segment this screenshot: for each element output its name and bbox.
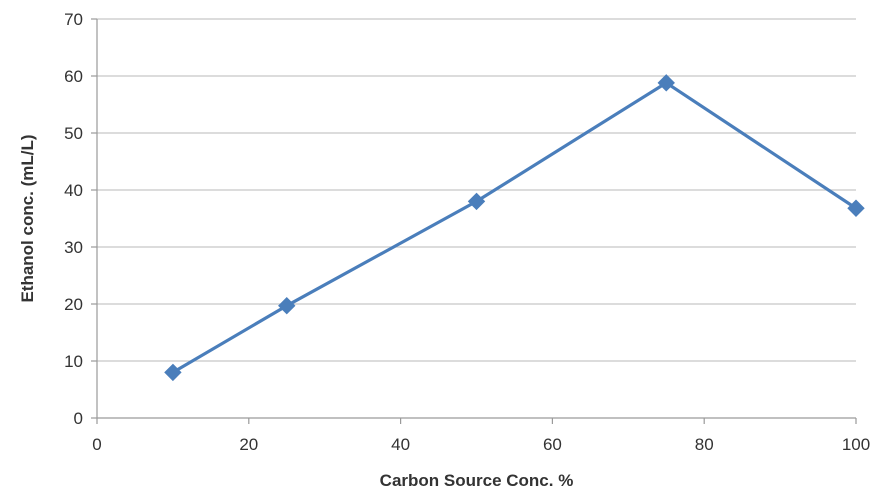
gridlines: [97, 18, 856, 362]
series-0-line: [171, 81, 858, 374]
y-tick-label-50: 50: [64, 124, 83, 143]
x-tick-label-100: 100: [842, 435, 870, 454]
y-tick-label-20: 20: [64, 295, 83, 314]
x-tick-label-60: 60: [543, 435, 562, 454]
x-axis-title: Carbon Source Conc. %: [380, 471, 574, 490]
y-axis-title: Ethanol conc. (mL/L): [18, 134, 37, 302]
y-tick-label-70: 70: [64, 10, 83, 29]
axes: [91, 18, 857, 424]
data-point-4: [847, 199, 865, 217]
y-tick-label-0: 0: [74, 409, 83, 428]
data-point-3: [657, 74, 675, 92]
y-tick-label-30: 30: [64, 238, 83, 257]
tick-labels: 0 10 20 30 40 50 60 70 0 20 40 60 80 100: [64, 10, 870, 454]
series: [164, 74, 865, 382]
data-point-1: [278, 297, 296, 315]
x-tick-label-80: 80: [695, 435, 714, 454]
x-tick-label-40: 40: [391, 435, 410, 454]
y-tick-label-60: 60: [64, 67, 83, 86]
x-tick-label-20: 20: [239, 435, 258, 454]
y-tick-label-10: 10: [64, 352, 83, 371]
x-tick-label-0: 0: [92, 435, 101, 454]
data-point-2: [467, 192, 486, 211]
data-point-0: [164, 363, 182, 382]
y-tick-label-40: 40: [64, 181, 83, 200]
